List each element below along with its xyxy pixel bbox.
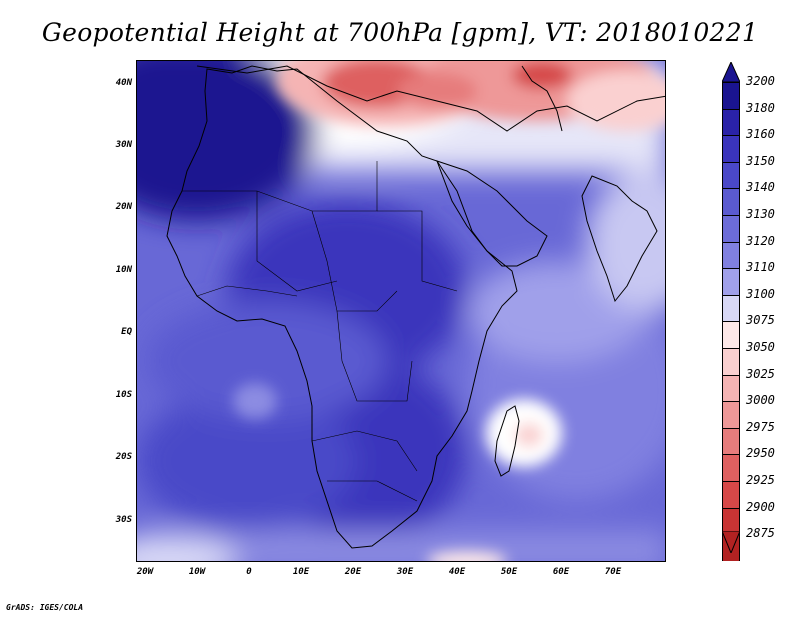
colorbar-label: 3110	[746, 260, 775, 275]
coastlines	[166, 65, 665, 549]
lon-label: 10W	[188, 567, 206, 577]
lon-label: 30E	[396, 567, 414, 577]
colorbar-segment	[722, 215, 740, 242]
lat-label: EQ	[121, 327, 132, 337]
colorbar-segment	[722, 348, 740, 375]
colorbar-segment	[722, 454, 740, 481]
colorbar-label: 3000	[746, 393, 775, 408]
lon-label: 0	[246, 567, 252, 577]
colorbar-label: 3025	[746, 366, 775, 381]
colorbar-label: 3100	[746, 286, 775, 301]
colorbar-segment	[722, 188, 740, 215]
colorbar-segment	[722, 268, 740, 295]
map-plot-area	[136, 60, 666, 562]
height-field-detail	[233, 61, 665, 561]
lat-label: 30N	[115, 140, 132, 150]
colorbar-bottom-arrow	[722, 531, 740, 553]
lat-label: 40N	[115, 78, 132, 88]
colorbar-segment	[722, 294, 740, 322]
colorbar-segment	[722, 241, 740, 269]
colorbar-segment	[722, 82, 740, 109]
lat-label: 20N	[115, 202, 132, 212]
lon-label: 60E	[552, 567, 570, 577]
lon-label: 40E	[448, 567, 466, 577]
colorbar-top-arrow	[722, 62, 740, 82]
colorbar-segment	[722, 507, 740, 535]
colorbar-segment	[722, 427, 740, 455]
colorbar-label: 2925	[746, 473, 775, 487]
colorbar-label: 3120	[746, 233, 775, 248]
colorbar-segment	[722, 401, 740, 428]
colorbar-label: 3150	[746, 153, 775, 168]
lat-label: 30S	[115, 515, 132, 525]
colorbar-label: 3180	[746, 100, 775, 115]
country-borders	[182, 161, 458, 502]
lon-label: 20W	[136, 567, 154, 577]
colorbar-label: 3075	[746, 313, 775, 328]
colorbar-label: 3160	[746, 127, 775, 142]
colorbar-label: 3130	[746, 207, 775, 221]
lon-label: 50E	[500, 567, 518, 577]
colorbar-segment	[722, 108, 740, 136]
colorbar-segment	[722, 481, 740, 508]
lat-label: 20S	[115, 452, 132, 462]
colorbar-label: 2950	[746, 446, 775, 461]
lon-label: 20E	[344, 567, 362, 577]
height-field-shading	[137, 61, 665, 561]
colorbar-label: 2875	[746, 526, 775, 541]
colorbar-segment	[722, 161, 740, 189]
lat-label: 10N	[115, 265, 132, 275]
colorbar-segment	[722, 135, 740, 162]
lon-label: 70E	[604, 567, 622, 577]
map-title: Geopotential Height at 700hPa [gpm], VT:…	[41, 18, 759, 47]
height-field-svg	[137, 61, 665, 561]
colorbar-label: 3050	[746, 340, 775, 354]
lat-label: 10S	[115, 390, 132, 400]
lon-label: 10E	[292, 567, 310, 577]
colorbar-label: 2900	[746, 499, 775, 514]
colorbar-label: 3200	[746, 74, 775, 88]
colorbar-segment	[722, 321, 740, 348]
colorbar-label: 2975	[746, 419, 775, 434]
credit-text: GrADS: IGES/COLA	[6, 603, 84, 612]
colorbar-label: 3140	[746, 180, 775, 195]
colorbar-segment	[722, 374, 740, 402]
